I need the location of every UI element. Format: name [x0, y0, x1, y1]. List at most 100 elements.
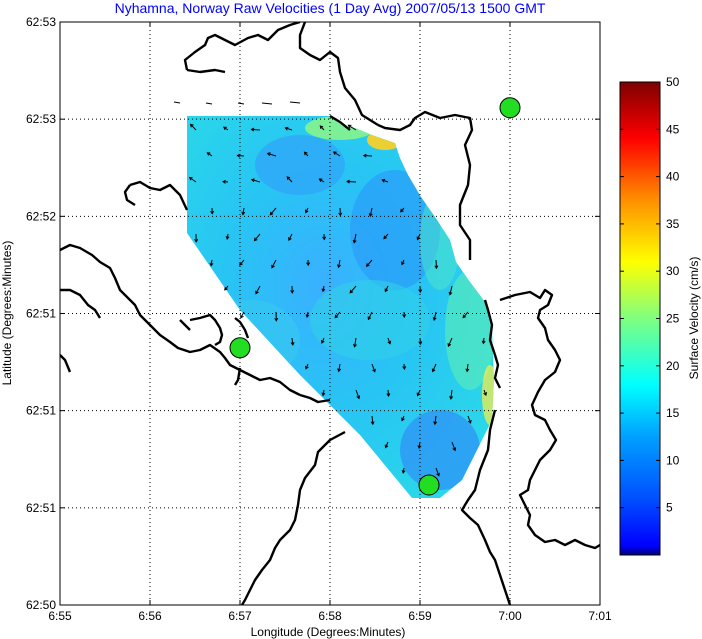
y-tick-label: 62:53	[26, 15, 56, 29]
velocity-arrow-head	[223, 126, 227, 131]
velocity-arrow	[254, 233, 261, 241]
velocity-arrow-head	[320, 339, 325, 344]
station-marker	[229, 337, 251, 359]
velocity-arrow	[338, 363, 341, 372]
velocity-arrow	[205, 102, 213, 105]
velocity-arrow	[451, 441, 456, 451]
velocity-arrow-head	[188, 176, 193, 181]
velocity-arrow-head	[352, 343, 357, 348]
velocity-arrow	[354, 337, 357, 347]
velocity-arrow-head	[386, 393, 391, 398]
velocity-arrow-head	[431, 368, 436, 373]
x-axis-ticks: 6:55 6:56 6:57 6:58 6:59 7:00 7:01	[48, 22, 612, 623]
velocity-arrow-head	[284, 126, 289, 131]
velocity-arrow	[189, 177, 197, 183]
velocity-arrow-head	[304, 209, 309, 214]
velocity-arrow-head	[286, 176, 291, 180]
velocity-arrow	[349, 285, 357, 294]
velocity-arrow-head	[288, 237, 292, 242]
velocity-arrow-head	[318, 178, 323, 182]
velocity-arrow	[462, 311, 469, 318]
velocity-arrow-head	[255, 290, 259, 295]
velocity-arrow-head	[401, 469, 406, 474]
station-marker	[499, 97, 521, 119]
velocity-arrow-head	[365, 263, 370, 267]
velocity-arrow	[237, 102, 245, 105]
velocity-arrow	[447, 337, 453, 347]
coastline	[60, 22, 600, 605]
velocity-arrow-head	[384, 444, 389, 449]
velocity-arrow	[240, 311, 245, 319]
velocity-arrow-head	[449, 395, 454, 400]
velocity-arrow-head	[194, 238, 199, 243]
velocity-arrow	[435, 467, 440, 476]
velocity-arrow-head	[383, 235, 388, 240]
velocity-arrow	[385, 441, 389, 448]
colorbar-tick-label: 40	[666, 170, 680, 184]
velocity-arrow-head	[290, 341, 295, 346]
y-axis-ticks: 62:53 62:53 62:52 62:51 62:51 62:51 62:50	[26, 15, 600, 612]
velocity-arrow	[190, 124, 197, 131]
velocity-arrow-head	[368, 213, 373, 217]
colorbar-tick-label: 30	[666, 264, 680, 278]
velocity-arrow-head	[319, 125, 324, 130]
velocity-arrow-head	[322, 236, 327, 241]
velocity-arrow-head	[481, 340, 486, 345]
velocity-arrow-head	[189, 123, 194, 128]
x-tick-label: 7:00	[498, 609, 522, 623]
velocity-arrow	[417, 389, 421, 396]
velocity-arrow-head	[417, 445, 422, 450]
velocity-arrow-head	[416, 236, 421, 241]
velocity-arrow-head	[434, 265, 439, 270]
velocity-arrow	[333, 151, 341, 157]
colorbar: 50 45 40 35 30 25 20 15 10 5 Surface Velocity (cm…	[619, 75, 701, 556]
velocity-arrow-head	[210, 210, 215, 215]
velocity-arrow-head	[401, 417, 405, 422]
velocity-arrow-head	[448, 291, 453, 296]
velocity-arrow-head	[306, 262, 311, 267]
velocity-arrow-head	[418, 289, 423, 294]
velocity-arrow-head	[305, 314, 310, 319]
velocity-arrow-head	[401, 261, 405, 266]
velocity-arrow	[269, 207, 277, 216]
colorbar-gradient	[619, 81, 661, 556]
velocity-arrow	[338, 259, 341, 268]
velocity-arrow-head	[206, 152, 211, 156]
x-tick-label: 7:01	[588, 609, 612, 623]
velocity-arrow	[261, 102, 273, 105]
velocity-arrow	[289, 101, 301, 104]
y-tick-label: 62:51	[26, 501, 56, 515]
velocity-arrow-head	[240, 314, 244, 319]
velocity-arrow	[242, 207, 245, 215]
velocity-arrow-head	[384, 288, 389, 293]
velocity-arrow	[291, 337, 294, 345]
velocity-arrow	[173, 101, 181, 104]
velocity-arrow-head	[250, 178, 255, 183]
velocity-arrow-head	[436, 472, 440, 477]
velocity-arrow-head	[347, 124, 352, 129]
velocity-arrow	[449, 285, 453, 295]
velocity-arrow-head	[337, 368, 342, 373]
velocity-arrow-head	[253, 237, 258, 242]
velocity-arrow	[432, 363, 437, 372]
velocity-arrow-head	[402, 366, 407, 370]
colorbar-tick-label: 15	[666, 406, 680, 420]
velocity-arrow-head	[372, 368, 376, 373]
velocity-arrow	[251, 128, 261, 131]
velocity-arrow-head	[321, 288, 326, 293]
colorbar-ticks: 50 45 40 35 30 25 20 15 10 5	[620, 75, 680, 515]
y-tick-label: 62:52	[26, 209, 56, 223]
velocity-arrow-head	[269, 211, 274, 216]
velocity-arrow-head	[290, 290, 295, 294]
velocity-arrow-head	[338, 212, 343, 217]
radar-stations	[229, 97, 521, 496]
chart-title: Nyhamna, Norway Raw Velocities (1 Day Av…	[115, 0, 546, 16]
velocity-arrow-head	[432, 317, 437, 321]
velocity-arrow-head	[402, 314, 407, 318]
velocity-arrow	[347, 180, 357, 183]
velocity-arrow-head	[239, 262, 243, 266]
velocity-arrow-head	[356, 395, 361, 400]
velocity-arrow	[371, 363, 376, 372]
velocity-arrow	[348, 124, 357, 131]
velocity-arrow	[288, 233, 293, 241]
